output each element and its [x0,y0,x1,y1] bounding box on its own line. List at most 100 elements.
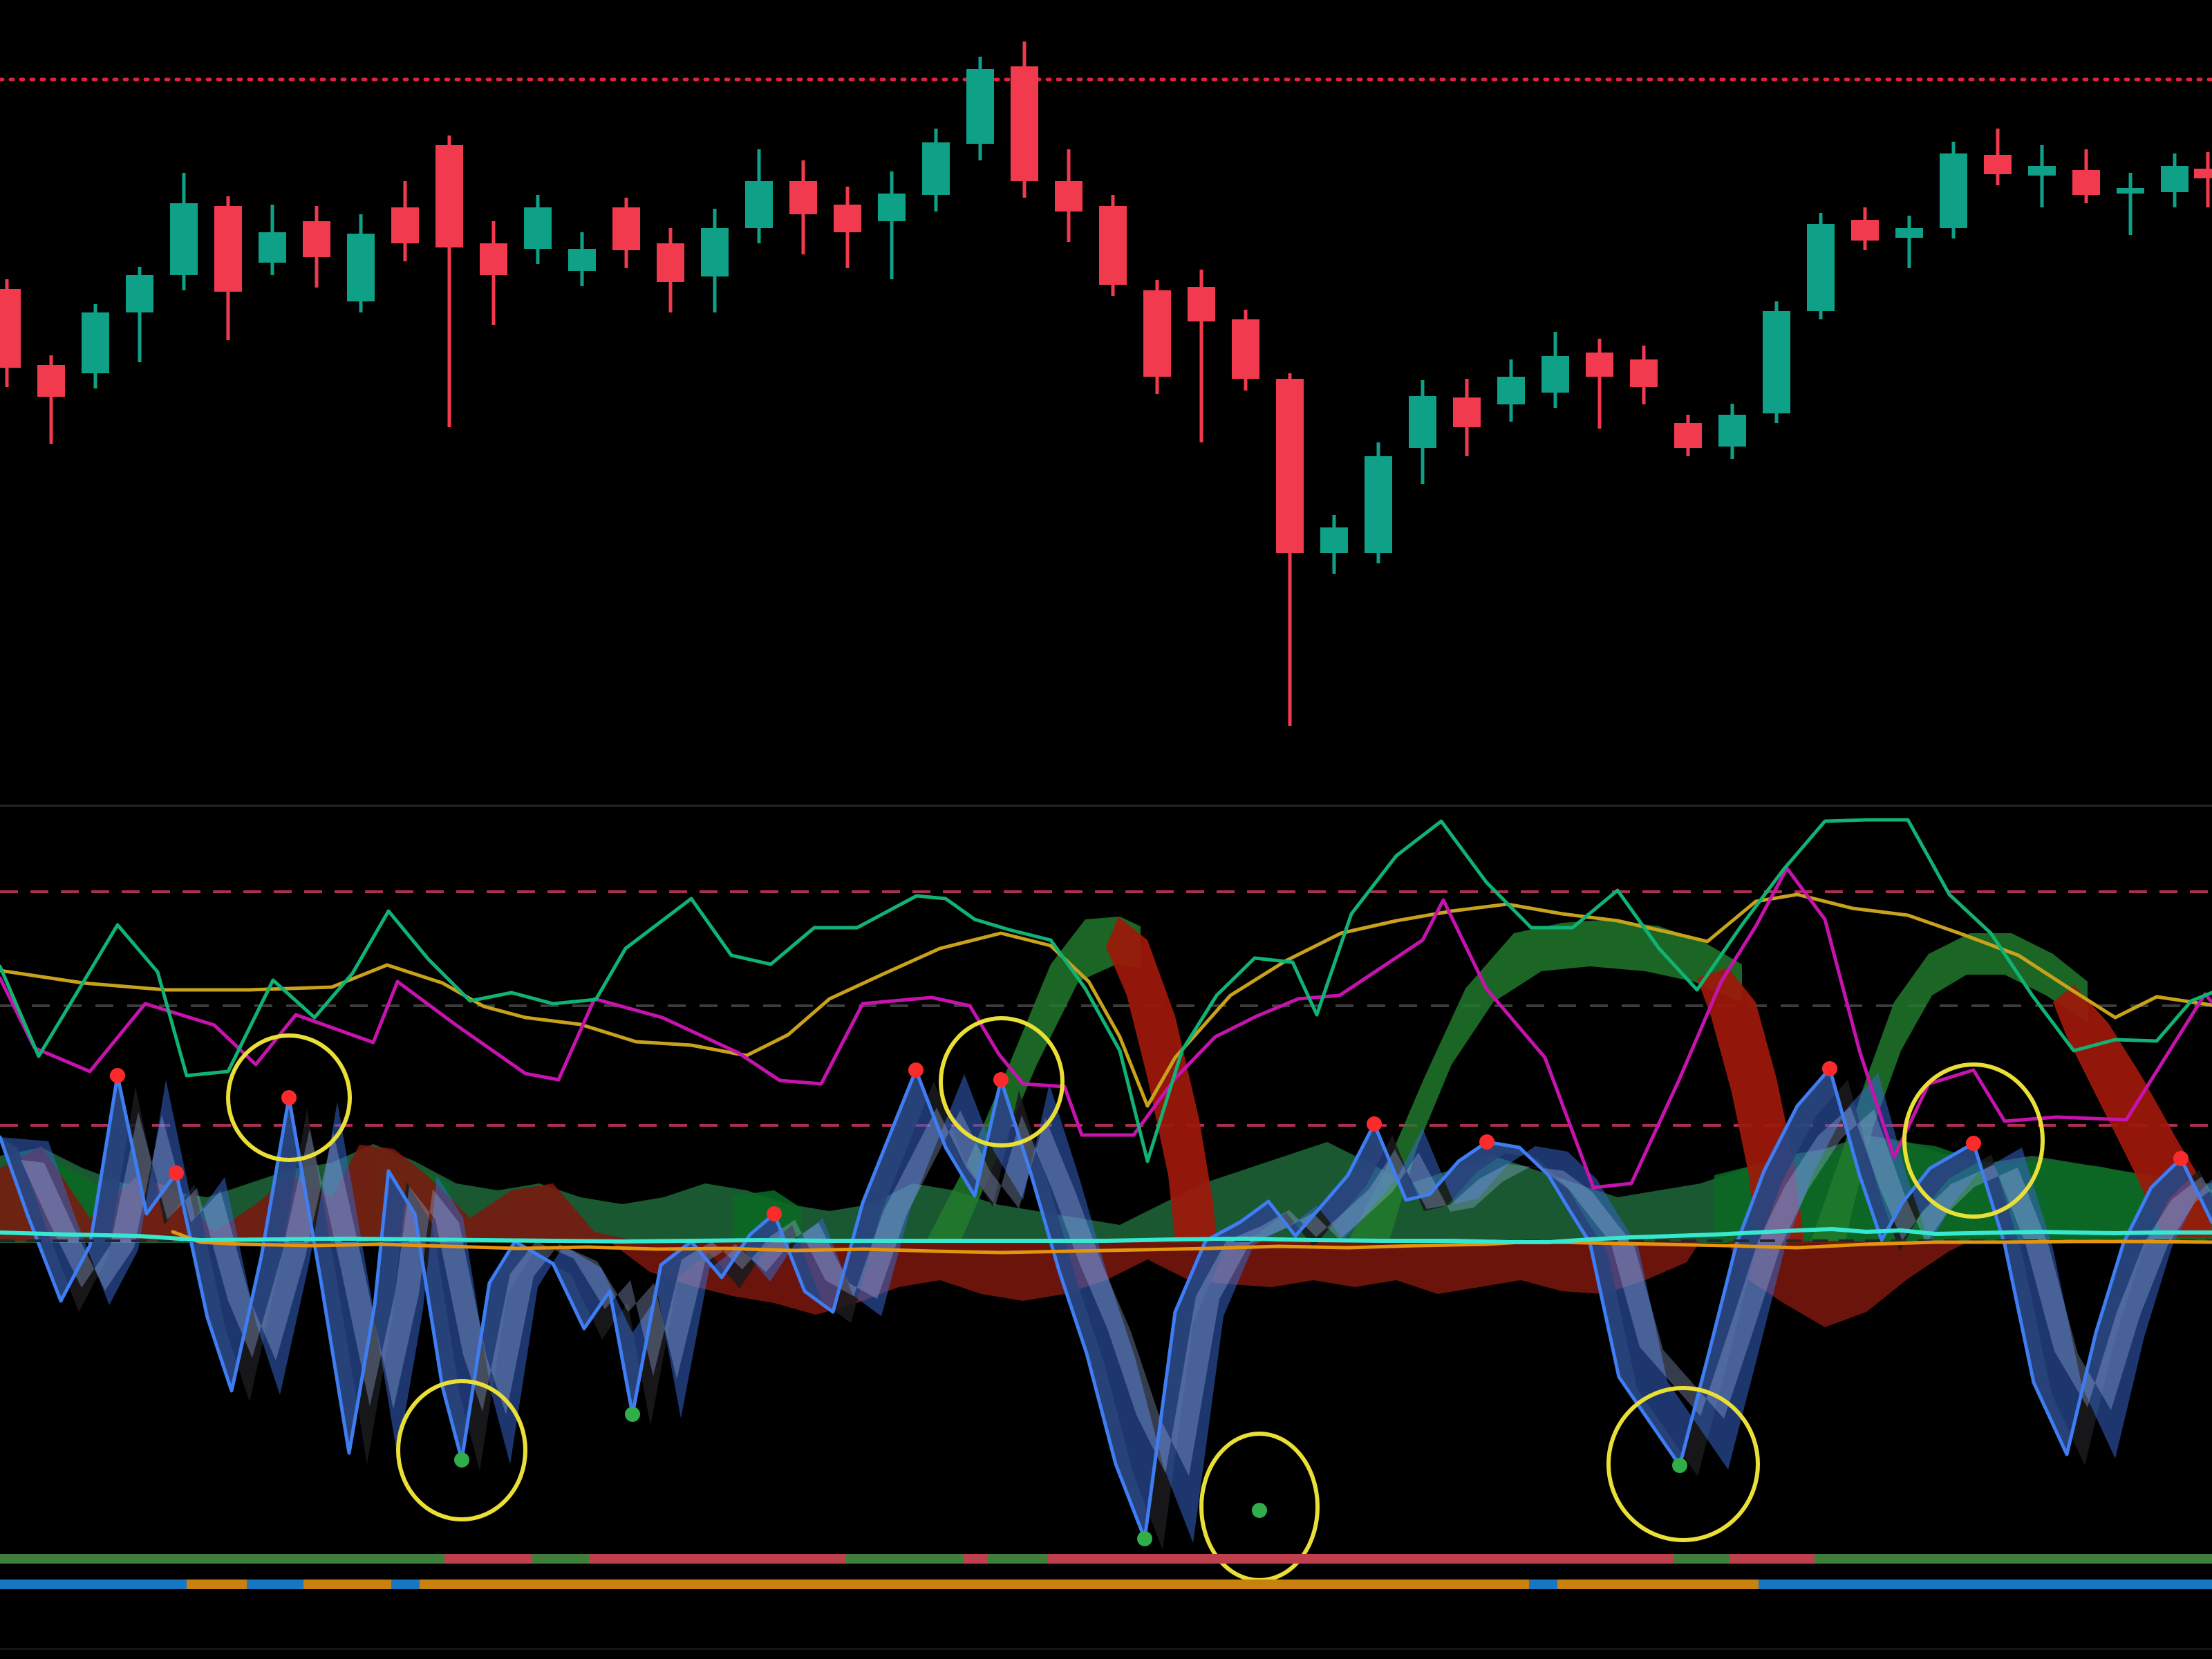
candle-body [1011,66,1038,181]
price-panel[interactable] [0,41,2212,726]
trend-strip-momentum-segment [187,1580,247,1589]
candle-body [1188,287,1215,321]
candle [480,221,507,325]
candle-body [2072,170,2100,195]
candle-body [1409,396,1436,448]
highlight-circle-annotation [1606,1386,1760,1542]
candle [1630,346,1658,404]
trend-strip-direction-segment [1730,1554,1815,1564]
candle [1453,379,1481,456]
candle-body [435,145,463,247]
sell-signal-dot [908,1062,924,1078]
candle-body [1586,353,1613,377]
trend-strip-momentum-segment [303,1580,391,1589]
candle [1320,515,1348,574]
trend-strip-momentum [0,1580,2212,1589]
candle [1409,380,1436,484]
candle [1232,310,1259,391]
ribbon-green-arch-a [926,917,1141,1241]
trend-strip-momentum-segment [1759,1580,2212,1589]
candle [2194,152,2212,207]
trend-strip-direction-segment [987,1554,1047,1564]
bottom-rule [0,1648,2212,1650]
candle-body [303,221,330,257]
trend-strip-direction-segment [963,1554,987,1564]
candle-body [37,365,65,397]
trend-strip-momentum-segment [0,1580,187,1589]
spring-green-oscillator-line [0,818,2212,1163]
candle [1851,207,1879,250]
candle-body [2194,169,2212,178]
candle [391,181,419,261]
candle-body [701,228,729,276]
candle-body [0,289,21,368]
candle-body [1851,220,1879,241]
candle [878,171,906,279]
trend-strip-momentum-segment [391,1580,420,1589]
candle [259,205,286,275]
candle [1188,270,1215,442]
candle [37,355,65,444]
candle-body [1453,397,1481,427]
candle-body [1895,228,1923,238]
candle-body [1541,356,1569,393]
candle-body [126,275,153,312]
candle [1895,216,1923,268]
trend-strip-direction-segment [532,1554,589,1564]
highlight-circle-annotation [1902,1062,2045,1219]
sell-signal-dot [1479,1134,1494,1150]
candle [1807,213,1835,319]
candle [1365,442,1392,563]
sell-signal-dot [2173,1151,2188,1166]
candle [966,57,994,160]
candle-body [966,69,994,144]
highlight-circle-annotation [939,1016,1065,1147]
candle [568,232,596,286]
candle-body [170,203,198,275]
candle [2072,149,2100,203]
panel-divider-line[interactable] [0,805,2212,807]
blue-momentum-line [0,1067,2212,1541]
candle-body [2117,188,2144,194]
candle-body [2028,166,2056,176]
candle-body [391,207,419,243]
signal-overlay [110,1016,2188,1582]
trend-strip-direction [0,1554,2212,1564]
candle [303,206,330,288]
candle [1276,373,1304,726]
trend-strip-direction-segment [1047,1554,1674,1564]
trend-strip-direction-segment [1674,1554,1730,1564]
buy-signal-dot [1672,1458,1687,1473]
panel-divider[interactable] [0,805,2212,807]
trend-strip-momentum-segment [420,1580,1529,1589]
candle [1055,149,1082,242]
candle-body [1763,311,1790,413]
sell-signal-dot [1966,1136,1981,1151]
buy-signal-dot [454,1452,469,1468]
candle-body [1055,181,1082,212]
candle-body [1630,359,1658,387]
candle-body [1984,155,2012,174]
buy-signal-dot [1137,1531,1152,1546]
candle [214,196,242,340]
candle-body [834,205,861,232]
candle-body [1807,224,1835,311]
candle [657,228,684,312]
candle [82,304,109,388]
indicator-panel[interactable] [0,818,2212,1550]
candle-body [347,234,375,301]
candle [701,209,729,312]
sell-signal-dot [1367,1116,1382,1132]
candle [1011,41,1038,198]
candle [1497,359,1525,422]
candle-body [1320,527,1348,553]
trend-strip-direction-segment [846,1554,963,1564]
candle-body [1497,377,1525,404]
candle-body [922,142,950,195]
candle [1143,280,1171,394]
sell-signal-dot [993,1072,1009,1087]
candle-body [1718,415,1746,447]
candle-body [657,243,684,282]
trend-strip-direction-segment [589,1554,846,1564]
